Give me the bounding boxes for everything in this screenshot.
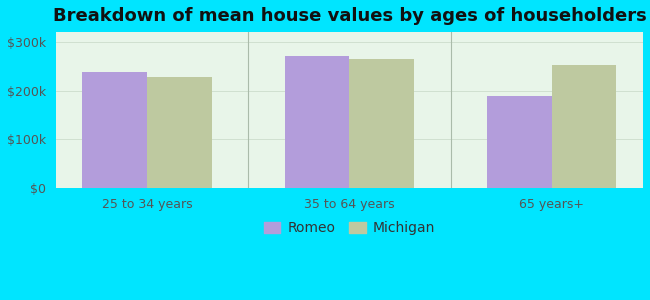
Bar (552, 65, 616, 188)
Bar (285, 56, 350, 188)
Title: Breakdown of mean house values by ages of householders: Breakdown of mean house values by ages o… (53, 7, 646, 25)
Bar (487, 97, 552, 188)
Bar (147, 77, 212, 188)
Legend: Romeo, Michigan: Romeo, Michigan (258, 215, 441, 241)
Bar (350, 59, 414, 188)
Bar (83, 72, 147, 188)
